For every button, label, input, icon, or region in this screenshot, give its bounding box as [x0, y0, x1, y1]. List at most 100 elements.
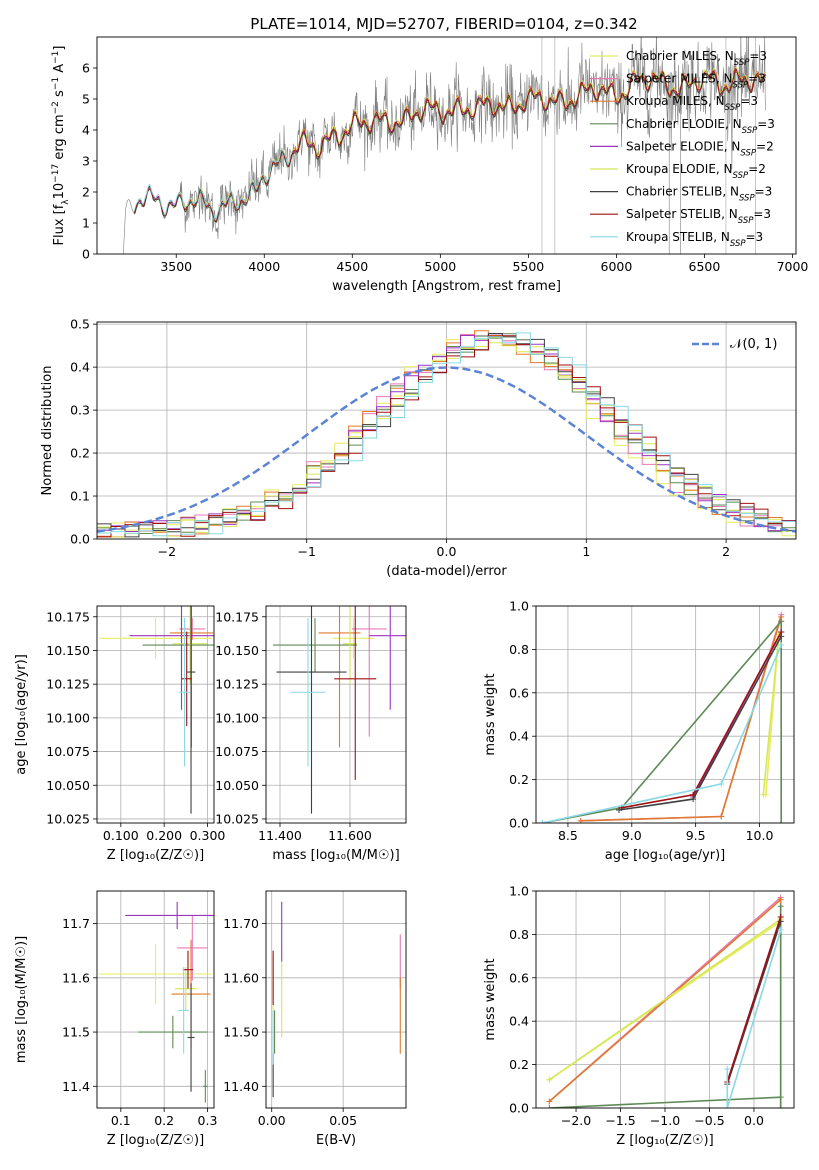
legend-label: 𝒩(0, 1): [730, 337, 777, 352]
legend-label: Chabrier STELIB, NSSP=3: [626, 185, 772, 204]
plot-area: [546, 894, 784, 1108]
y-tick-label: 0.2: [509, 1057, 529, 1072]
weight-marker: [778, 642, 785, 649]
weight-marker: [690, 791, 697, 798]
x-tick-label: 0.3: [198, 1113, 218, 1128]
weight-line: [542, 619, 782, 823]
x-tick-label: 0.0: [744, 1113, 764, 1128]
weight-line: [580, 616, 782, 822]
x-tick-label: 8.5: [558, 828, 578, 843]
y-tick-label: 3: [82, 154, 90, 169]
x-tick-label: 0.0: [437, 544, 457, 559]
axes-frame: [96, 36, 797, 255]
axes-frame: [265, 890, 407, 1109]
y-tick-label: 0.6: [509, 685, 529, 700]
axes-frame: [535, 605, 795, 824]
x-tick-label: 5500: [512, 259, 544, 274]
y-tick-label: 10.025: [46, 811, 90, 826]
x-tick-label: −2.0: [561, 1113, 591, 1128]
x-tick-label: 11.400: [258, 828, 302, 843]
plot-area: [99, 901, 214, 1103]
x-axis-label: age [log₁₀(age/yr)]: [605, 848, 726, 863]
y-tick-label: 10.075: [46, 744, 90, 759]
y-tick-label: 6: [82, 61, 90, 76]
y-tick-label: 10.150: [215, 643, 259, 658]
errorbar-point: [332, 618, 375, 659]
y-tick-label: 5: [82, 92, 90, 107]
weight-marker: [778, 820, 785, 823]
y-axis-label: mass weight: [483, 958, 498, 1040]
y-tick-label: 10.175: [46, 609, 90, 624]
x-axis-label: (data-model)/error: [386, 564, 507, 579]
errorbar-point: [186, 606, 196, 814]
y-tick-label: 10.100: [46, 710, 90, 725]
weight-marker: [777, 896, 784, 903]
errorbar-point: [343, 606, 357, 685]
axes-frame: [96, 321, 797, 540]
errorbar-point: [369, 606, 406, 710]
errorbar-point: [99, 618, 212, 659]
y-tick-label: 0.5: [70, 317, 90, 332]
mass-weight-vs-age-plot: 8.5 9.0 9.5 10.0 0.0 0.2 0.4 0.6 0.8 1.0 age [log₁…: [483, 599, 795, 863]
y-tick-label: 0: [82, 247, 90, 262]
y-tick-label: 11.6: [62, 970, 90, 985]
weight-marker: [718, 780, 725, 787]
y-tick-label: 0.8: [509, 927, 529, 942]
spectrum-plot: 3500 4000 4500 5000 5500 6000 6500 7000 0 1 2 3 4 5 6 w…: [51, 36, 809, 294]
y-tick-label: 11.60: [223, 970, 259, 985]
legend-label: Kroupa MILES, NSSP=3: [626, 94, 758, 113]
age-vs-metallicity-plot: 0.100 0.200 0.300 10.025 10.050 10.075 10.100 1…: [14, 605, 225, 863]
normal-curve: [97, 366, 796, 533]
y-tick-label: 1.0: [509, 599, 529, 614]
legend-label: Kroupa STELIB, NSSP=3: [626, 230, 763, 249]
errorbar-point: [175, 966, 197, 1011]
y-tick-label: 11.5: [62, 1025, 90, 1040]
weight-line: [549, 906, 782, 1108]
y-tick-label: 10.125: [46, 677, 90, 692]
y-tick-label: 11.7: [62, 916, 90, 931]
x-axis-label: mass [log₁₀(M/M☉)]: [272, 848, 399, 863]
errorbar-point: [276, 606, 347, 814]
x-tick-label: 9.0: [622, 828, 642, 843]
residual-histogram-plot: −2 −1 0.0 1 2 0.0 0.1 0.2 0.3 0.4 0.5 (data-model)/…: [40, 317, 797, 579]
axes-frame: [96, 890, 215, 1109]
y-tick-label: 0.0: [509, 1101, 529, 1116]
errorbar-point: [334, 606, 377, 780]
weight-marker: [724, 1105, 731, 1108]
y-tick-label: 11.40: [223, 1079, 259, 1094]
legend-label: Salpeter STELIB, NSSP=3: [626, 207, 771, 226]
y-tick-label: 2: [82, 185, 90, 200]
figure-title: PLATE=1014, MJD=52707, FIBERID=0104, z=0…: [250, 15, 637, 33]
x-tick-label: 0.00: [258, 1113, 286, 1128]
plot-area: [273, 606, 406, 814]
mass-vs-reddening-plot: 0.00 0.05 11.40 11.50 11.60 11.70 E(B-V): [223, 890, 407, 1148]
weight-line: [762, 636, 780, 795]
y-tick-label: 1.0: [509, 884, 529, 899]
axes-frame: [535, 890, 795, 1109]
x-tick-label: 7000: [777, 259, 809, 274]
weight-marker: [539, 820, 546, 823]
errorbar-point: [290, 618, 326, 767]
histogram-step-line: [97, 332, 796, 537]
model-spectrum-line: [133, 149, 291, 221]
weight-marker: [718, 813, 725, 820]
weight-marker: [778, 618, 785, 625]
x-tick-label: 5000: [424, 259, 456, 274]
errorbar-point: [187, 983, 195, 1092]
errorbar-point: [179, 618, 206, 640]
plot-area: [99, 606, 214, 814]
y-tick-label: 0.3: [70, 403, 90, 418]
y-axis-label: Normed distribution: [40, 366, 55, 496]
x-tick-label: 1: [582, 544, 590, 559]
mass-vs-metallicity-plot: 0.1 0.2 0.3 11.4 11.5 11.6 11.7 Z [log₁₀(Z/Z☉)]…: [14, 890, 218, 1148]
x-tick-label: −1.0: [650, 1113, 680, 1128]
y-tick-label: 0.2: [509, 772, 529, 787]
y-tick-label: 10.025: [215, 811, 259, 826]
y-tick-label: 10.100: [215, 710, 259, 725]
x-tick-label: −0.5: [694, 1113, 724, 1128]
weight-marker: [777, 1094, 784, 1101]
plot-area: [97, 330, 796, 538]
y-tick-label: 0.0: [509, 816, 529, 831]
y-tick-label: 1: [82, 216, 90, 231]
